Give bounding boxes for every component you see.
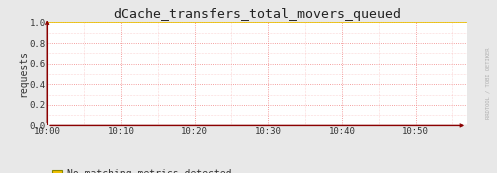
Text: RRDTOOL / TOBI OETIKER: RRDTOOL / TOBI OETIKER <box>486 47 491 119</box>
Legend: No matching metrics detected: No matching metrics detected <box>52 169 231 173</box>
Title: dCache_transfers_total_movers_queued: dCache_transfers_total_movers_queued <box>113 8 401 21</box>
Y-axis label: requests: requests <box>18 51 28 97</box>
